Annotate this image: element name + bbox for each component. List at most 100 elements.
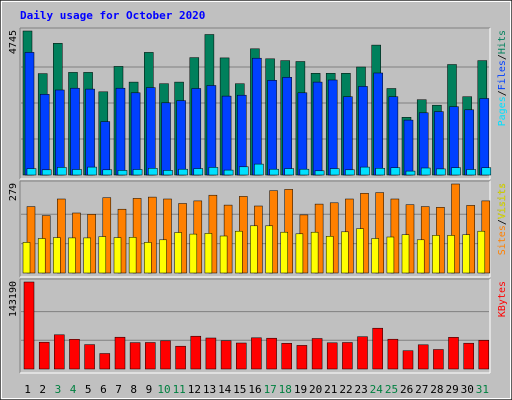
bar-sites-day-18 [284, 189, 293, 274]
bar-visits-day-16 [250, 225, 258, 274]
bar-sites-day-8 [132, 198, 142, 274]
bar-sites-day-1 [26, 206, 36, 274]
bar-files-day-9 [146, 87, 156, 176]
bar-visits-day-20 [310, 231, 319, 274]
x-tick-label-5: 5 [85, 383, 92, 396]
panel-legend: Sites/Visits [497, 183, 508, 255]
bar-files-day-29 [449, 106, 459, 176]
bar-visits-day-7 [113, 237, 122, 274]
bar-kbytes-day-21 [326, 342, 338, 370]
x-tick-label-15: 15 [233, 383, 246, 396]
bar-files-day-19 [297, 92, 308, 176]
bar-kbytes-day-28 [433, 349, 444, 370]
x-tick-label-4: 4 [70, 383, 77, 396]
legend-entry: / [497, 54, 508, 60]
legend-entry: Files [497, 60, 508, 90]
bar-files-day-31 [479, 98, 490, 176]
x-tick-label-13: 13 [203, 383, 216, 396]
legend-entry: KBytes [497, 281, 508, 317]
x-tick-label-30: 30 [461, 383, 474, 396]
bar-kbytes-day-10 [160, 340, 171, 370]
bar-pages-day-20 [314, 170, 325, 176]
bar-pages-day-10 [163, 170, 173, 176]
bar-kbytes-day-22 [342, 342, 353, 370]
bar-visits-day-8 [128, 237, 137, 274]
bar-files-day-23 [358, 86, 368, 176]
x-tick-label-3: 3 [55, 383, 62, 396]
bar-kbytes-day-5 [84, 344, 95, 370]
bar-visits-day-14 [219, 235, 228, 274]
bar-files-day-4 [70, 87, 80, 176]
bar-kbytes-day-23 [357, 336, 368, 370]
bar-sites-day-9 [148, 196, 157, 274]
bar-pages-day-29 [451, 167, 461, 176]
bar-kbytes-day-31 [478, 340, 490, 370]
bar-files-day-21 [327, 79, 338, 176]
bar-pages-day-26 [405, 170, 416, 176]
bar-visits-day-10 [159, 239, 167, 274]
bar-pages-day-14 [223, 169, 234, 176]
bar-kbytes-day-25 [387, 338, 399, 370]
bar-pages-day-19 [299, 168, 310, 176]
x-tick-label-18: 18 [279, 383, 292, 396]
bar-files-day-17 [267, 80, 277, 176]
bar-kbytes-day-9 [145, 342, 156, 370]
x-tick-label-21: 21 [324, 383, 337, 396]
bar-files-day-16 [252, 57, 262, 176]
legend-entry: / [497, 219, 508, 225]
bar-pages-day-1 [26, 168, 37, 176]
x-tick-label-17: 17 [264, 383, 277, 396]
bar-kbytes-day-14 [220, 340, 232, 370]
bar-pages-day-6 [102, 169, 113, 176]
bar-visits-day-12 [189, 233, 198, 274]
bar-kbytes-day-12 [190, 335, 202, 370]
bar-pages-day-23 [360, 166, 370, 176]
bar-sites-day-3 [57, 198, 66, 274]
bar-pages-day-31 [481, 167, 492, 176]
bar-kbytes-day-26 [402, 350, 414, 370]
x-tick-label-28: 28 [430, 383, 443, 396]
bar-visits-day-15 [235, 230, 243, 274]
x-tick-label-8: 8 [130, 383, 137, 396]
y-max-label: 143190 [8, 281, 19, 317]
bar-files-day-27 [418, 112, 429, 176]
bar-visits-day-6 [98, 236, 107, 274]
bar-kbytes-day-16 [251, 337, 262, 370]
bar-visits-day-18 [280, 231, 288, 274]
bar-kbytes-day-27 [417, 344, 429, 370]
bar-visits-day-31 [477, 230, 486, 274]
bar-pages-day-25 [390, 167, 401, 176]
legend-entry: Hits [497, 30, 508, 54]
x-tick-label-11: 11 [173, 383, 186, 396]
bar-files-day-14 [221, 95, 232, 176]
bar-visits-day-13 [204, 233, 213, 274]
bar-visits-day-5 [83, 237, 91, 274]
bar-visits-day-26 [401, 234, 410, 274]
bar-sites-day-6 [102, 197, 112, 274]
bar-files-day-22 [343, 96, 353, 176]
bar-sites-day-24 [375, 192, 384, 274]
bar-sites-day-25 [390, 198, 400, 274]
x-tick-label-14: 14 [218, 383, 232, 396]
bar-kbytes-day-19 [296, 345, 308, 370]
bar-kbytes-day-17 [266, 337, 277, 370]
bar-pages-day-21 [329, 168, 340, 176]
x-tick-label-29: 29 [445, 383, 458, 396]
panel-kbytes: 143190 KBytes [8, 278, 508, 374]
bar-kbytes-day-15 [236, 342, 247, 370]
bar-files-day-10 [161, 102, 171, 176]
bar-visits-day-30 [462, 234, 470, 274]
bar-kbytes-day-1 [23, 281, 35, 370]
bar-files-day-20 [312, 81, 323, 176]
bar-visits-day-29 [447, 235, 455, 274]
bar-kbytes-day-18 [281, 343, 292, 370]
bar-pages-day-8 [132, 169, 143, 176]
bar-kbytes-day-24 [372, 327, 383, 370]
bar-visits-day-1 [22, 242, 31, 274]
x-tick-label-12: 12 [188, 383, 201, 396]
bar-pages-day-7 [117, 170, 128, 176]
bar-visits-day-4 [68, 237, 76, 274]
chart-title: Daily usage for October 2020 [20, 9, 205, 22]
bar-kbytes-day-3 [54, 334, 65, 370]
